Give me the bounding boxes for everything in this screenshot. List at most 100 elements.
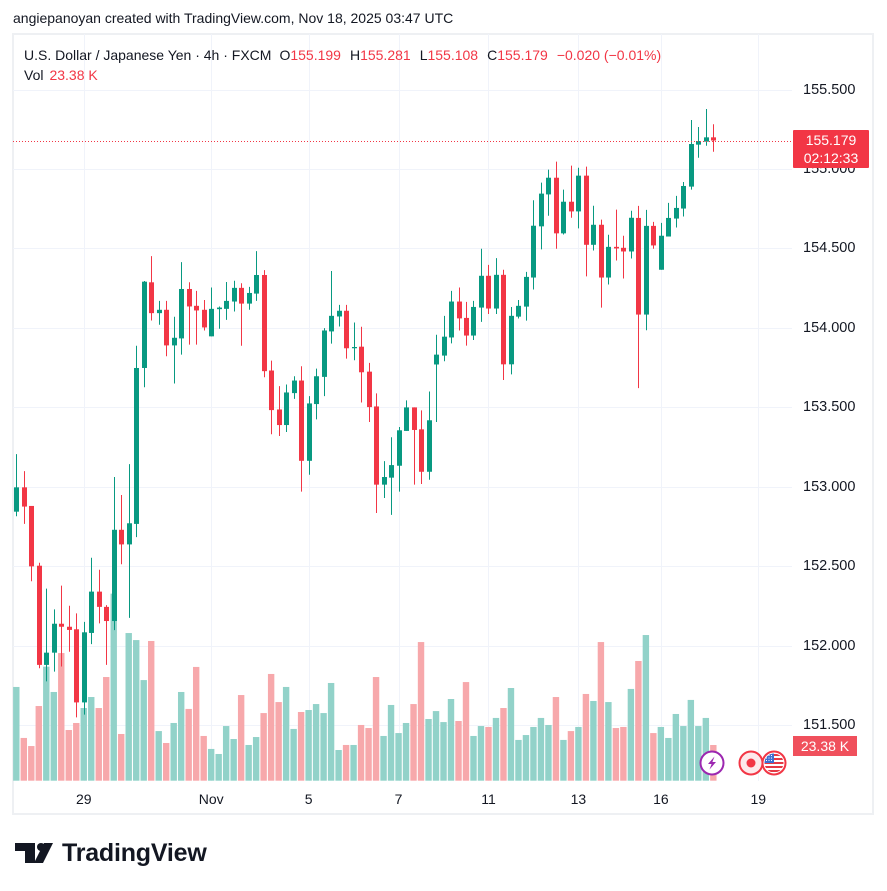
candle <box>486 264 491 314</box>
candle-body <box>352 347 357 349</box>
economic-event-marker[interactable] <box>761 750 787 776</box>
candle-body <box>262 274 267 372</box>
volume-bar <box>462 682 470 781</box>
candle-body <box>681 185 686 209</box>
candle-body <box>247 292 252 304</box>
lightning-icon <box>699 750 725 776</box>
candle <box>29 505 34 582</box>
price-tick-label: 152.000 <box>803 637 856 654</box>
candle-body <box>636 217 641 315</box>
volume-bar <box>327 682 335 781</box>
open-label: O <box>279 47 291 63</box>
news-event-marker[interactable] <box>699 750 725 776</box>
volume-bar <box>357 724 365 781</box>
candle <box>164 300 169 357</box>
candle-body <box>254 274 259 294</box>
candle-body <box>449 301 454 338</box>
volume-bar <box>680 726 687 781</box>
candle <box>606 234 611 285</box>
symbol-title[interactable]: U.S. Dollar / Japanese Yen · 4h · FXCM <box>24 47 272 63</box>
volume-bar <box>28 746 35 781</box>
candle-body <box>704 137 709 142</box>
volume-bar <box>200 735 207 781</box>
candle <box>239 283 244 346</box>
volume-bar <box>702 717 710 781</box>
candle <box>471 300 476 341</box>
candle-body <box>539 193 544 227</box>
candle <box>37 562 42 669</box>
candle <box>134 345 139 538</box>
candle <box>419 410 424 485</box>
candle <box>651 221 656 249</box>
time-tick-label: 19 <box>750 791 767 807</box>
candle <box>22 471 27 524</box>
volume-bar <box>477 726 485 781</box>
time-tick-label: 16 <box>653 791 669 807</box>
volume-bar <box>267 673 275 781</box>
volume-bar <box>402 722 410 781</box>
volume-bar <box>575 726 582 781</box>
candle <box>434 334 439 423</box>
candle-body <box>37 565 42 665</box>
candle <box>172 316 177 384</box>
candle-body <box>284 392 289 426</box>
volume-bar <box>260 713 267 781</box>
candle <box>427 391 432 480</box>
candle-body <box>359 346 364 373</box>
candle-body <box>307 403 312 461</box>
candle-body <box>644 225 649 315</box>
volume-bar <box>305 710 312 781</box>
candle <box>89 557 94 645</box>
volume-bar <box>545 724 552 781</box>
candle <box>359 326 364 403</box>
candle <box>599 219 604 308</box>
candle <box>539 182 544 250</box>
volume-bar <box>620 726 627 781</box>
candle <box>629 210 634 259</box>
candle-body <box>382 477 387 485</box>
volume-bar <box>320 713 327 781</box>
volume-bar <box>560 739 567 781</box>
candle-body <box>337 310 342 317</box>
chart-plot-area[interactable] <box>13 34 792 781</box>
volume-bar <box>207 748 215 781</box>
volume-badge: 23.38 K <box>793 736 857 756</box>
volume-label[interactable]: Vol <box>24 67 44 83</box>
candle <box>224 281 229 320</box>
volume-bar <box>290 728 297 781</box>
volume-bar <box>185 708 192 781</box>
candle-body <box>59 623 64 627</box>
candle <box>292 376 297 399</box>
candle <box>187 282 192 345</box>
volume-bar <box>665 737 672 781</box>
candle-body <box>22 487 27 507</box>
candle <box>119 494 124 565</box>
candle-body <box>674 207 679 219</box>
candle-body <box>427 420 432 472</box>
candle-body <box>531 225 536 278</box>
volume-bar <box>350 744 357 781</box>
candle-body <box>389 465 394 478</box>
volume-bar <box>507 688 515 781</box>
bar-close-countdown: 02:12:33 <box>803 150 859 166</box>
chart-frame <box>12 33 874 815</box>
candle <box>531 200 536 290</box>
volume-bar <box>455 721 462 781</box>
candle-body <box>187 288 192 307</box>
candle-body <box>74 629 79 703</box>
volume-bar <box>73 722 80 781</box>
volume-bar <box>492 717 500 781</box>
candle-body <box>516 305 521 317</box>
candle <box>104 605 109 665</box>
price-tick-label: 155.500 <box>803 81 856 98</box>
candle <box>389 437 394 515</box>
candle <box>97 569 102 624</box>
candle-body <box>442 336 447 356</box>
volume-bar <box>13 686 20 781</box>
volume-bar <box>642 635 650 781</box>
candle-body <box>659 235 664 270</box>
candle <box>209 287 214 337</box>
candle <box>509 306 514 375</box>
candle <box>674 195 679 228</box>
candle-body <box>217 307 222 310</box>
